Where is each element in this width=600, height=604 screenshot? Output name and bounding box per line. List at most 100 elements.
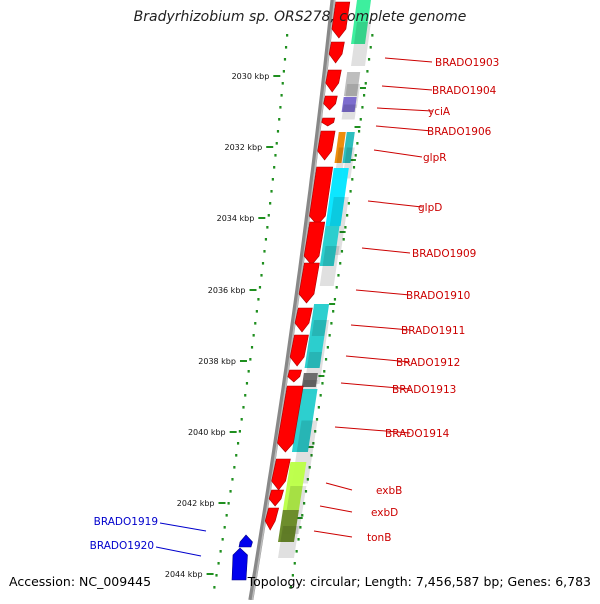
- gene-label: glpD: [418, 202, 442, 214]
- scale-dot: [215, 574, 218, 577]
- genome-backbone: [248, 0, 336, 601]
- scale-dot: [255, 310, 258, 313]
- scale-dot: [333, 298, 337, 301]
- scale-dot: [340, 250, 344, 253]
- genome-summary-label: Topology: circular; Length: 7,456,587 bp…: [247, 574, 591, 589]
- scale-dot: [281, 82, 284, 85]
- scale-dot: [227, 502, 230, 505]
- cog-block: [304, 336, 325, 368]
- gene-label: BRADO1911: [401, 325, 465, 337]
- gene-label: BRADO1906: [427, 126, 492, 138]
- scale-dot: [236, 442, 240, 445]
- scale-dot: [233, 466, 236, 469]
- forward-gene-arrow: [277, 385, 304, 453]
- cog-block: [282, 462, 307, 510]
- scale-dot: [367, 58, 371, 61]
- scale-label: 2034 kbp: [217, 214, 255, 223]
- scale-dot: [369, 46, 372, 49]
- scale-label: 2038 kbp: [198, 357, 236, 366]
- scale-dot: [247, 370, 250, 373]
- gene-label: BRADO1912: [396, 357, 460, 369]
- gene-label: BRADO1920: [90, 540, 154, 552]
- scale-dot: [330, 322, 333, 325]
- forward-gene-arrow: [289, 334, 309, 367]
- scale-dot: [366, 70, 369, 73]
- gene-label-leader: [361, 247, 411, 254]
- scale-dot: [342, 238, 345, 241]
- forward-gene-arrow: [323, 95, 338, 111]
- gene-label: BRADO1910: [406, 290, 470, 302]
- gene-label-leader: [367, 200, 423, 208]
- scale-dot: [321, 382, 324, 385]
- scale-label: 2036 kbp: [208, 286, 246, 295]
- scale-dot: [323, 370, 326, 373]
- scale-dot: [254, 322, 257, 325]
- forward-gene-arrow: [268, 489, 284, 507]
- scale-dot: [286, 34, 289, 37]
- scale-dot: [332, 310, 335, 313]
- scale-label: 2040 kbp: [188, 428, 226, 437]
- scale-dot: [242, 406, 245, 409]
- scale-dot: [351, 178, 354, 181]
- cog-block: [351, 0, 371, 44]
- scale-dot: [231, 478, 234, 481]
- scale-dot: [349, 190, 352, 193]
- scale-dot: [356, 142, 359, 145]
- cog-block: [278, 510, 299, 542]
- scale-dot: [359, 118, 362, 121]
- scale-dot: [310, 454, 313, 457]
- forward-gene-arrow: [309, 166, 334, 226]
- forward-gene-arrow: [264, 507, 280, 531]
- scale-dot: [303, 502, 306, 505]
- gene-label-leader: [376, 107, 433, 112]
- scale-dot: [252, 334, 255, 337]
- gene-label: BRADO1909: [412, 248, 476, 260]
- cog-block: [341, 97, 357, 112]
- scale-dot: [297, 538, 300, 541]
- scale-dot: [362, 94, 366, 97]
- scale-label: 2032 kbp: [225, 143, 263, 152]
- scale-dot: [266, 226, 269, 229]
- scale-dot: [314, 430, 317, 433]
- reverse-gene-arrow: [231, 547, 248, 581]
- gene-label-leader: [313, 530, 353, 538]
- scale-dot: [284, 46, 288, 49]
- forward-gene-arrow: [325, 69, 342, 93]
- scale-dot: [283, 58, 287, 61]
- scale-dot: [364, 82, 367, 85]
- cog-block: [342, 132, 355, 163]
- scale-dot: [263, 250, 266, 253]
- scale-dot: [244, 394, 247, 397]
- forward-gene-arrow: [303, 221, 326, 266]
- map-title: Bradyrhizobium sp. ORS278, complete geno…: [133, 9, 467, 25]
- cog-block: [334, 132, 346, 163]
- gene-label: tonB: [367, 532, 391, 544]
- scale-dot: [249, 358, 252, 361]
- scale-dot: [245, 382, 249, 385]
- reverse-gene-arrow: [238, 534, 253, 548]
- cog-shade: [341, 104, 357, 120]
- scale-dot: [271, 178, 274, 181]
- gene-label: BRADO1904: [432, 85, 497, 97]
- scale-dot: [225, 514, 228, 517]
- scale-dot: [312, 442, 315, 445]
- gene-label-leader: [325, 482, 353, 491]
- forward-gene-arrow: [328, 41, 345, 64]
- scale-dot: [219, 550, 222, 553]
- forward-gene-arrow: [287, 369, 302, 383]
- scale-dot: [328, 334, 331, 337]
- scale-dot: [235, 454, 238, 457]
- scale-dot: [273, 166, 276, 169]
- scale-dot: [275, 142, 278, 145]
- scale-dot: [339, 262, 342, 265]
- gene-label-leader: [384, 57, 433, 63]
- scale-dot: [347, 202, 350, 205]
- cog-block: [309, 304, 330, 336]
- forward-gene-arrow: [331, 1, 351, 39]
- scale-dot: [229, 490, 232, 493]
- scale-dot: [361, 106, 364, 109]
- gene-label-leader: [334, 426, 411, 434]
- gene-label-leader: [319, 505, 353, 513]
- scale-dot: [223, 526, 226, 529]
